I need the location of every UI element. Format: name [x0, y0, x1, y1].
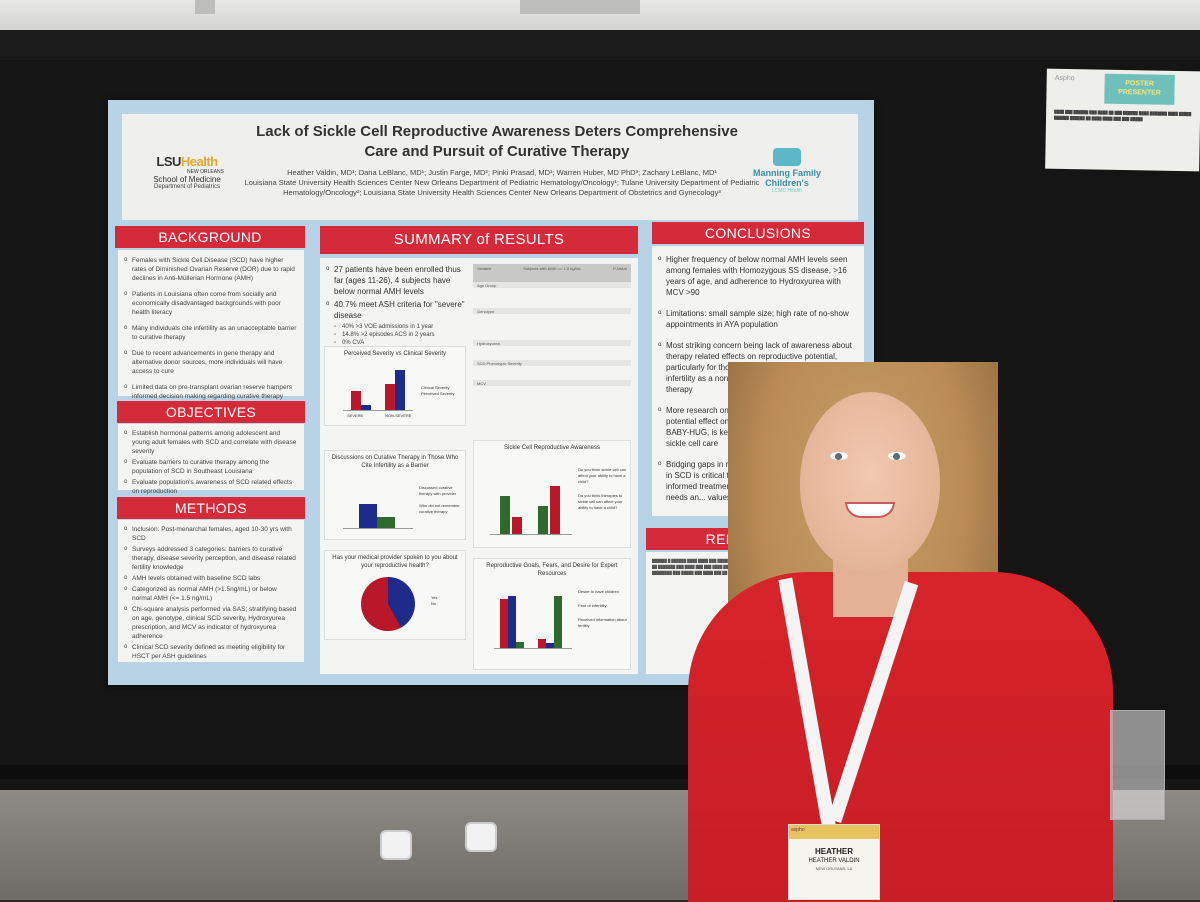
- background-heading: BACKGROUND: [115, 226, 305, 248]
- table-header: Variable Subjects with AMH <= 1.5 ng/mL …: [473, 264, 631, 282]
- badge-city: NEW ORLEANS, LA: [815, 866, 853, 871]
- chart-provider-pie: Has your medical provider spoken to you …: [324, 550, 466, 640]
- background-section: Females with Sickle Cell Disease (SCD) h…: [118, 250, 304, 400]
- results-section: 27 patients have been enrolled thus far …: [320, 258, 638, 674]
- manning-logo-icon: [773, 148, 801, 166]
- bar-not-remembered: [377, 517, 395, 528]
- bar-severe-perceived: [361, 405, 371, 410]
- manning-childrens-logo: Manning Family Children's LCMC Health: [742, 148, 832, 194]
- badge-first-name: HEATHER: [814, 847, 854, 856]
- chart-legend: Desire to have children Fear of infertil…: [578, 589, 627, 628]
- bar-nonsevere-clinical: [385, 384, 395, 410]
- smile: [845, 502, 895, 518]
- plot-area: [494, 587, 572, 649]
- table-row: Hydroxyurea: [473, 340, 631, 346]
- chart-legend: Discussed curative therapy with provider…: [419, 485, 460, 514]
- conclusions-heading: CONCLUSIONS: [652, 222, 864, 244]
- bar-no-therapy: [550, 485, 560, 534]
- bar-severe-clinical: [351, 391, 361, 410]
- bar-no-info: [554, 596, 562, 648]
- background-person-legs: [375, 800, 515, 890]
- plot-area: [490, 465, 572, 535]
- chart-perceived-severity: Perceived Severity vs Clinical Severity …: [324, 346, 466, 426]
- chart-reproductive-goals: Reproductive Goals, Fears, and Desire fo…: [473, 558, 631, 670]
- results-bullets: 27 patients have been enrolled thus far …: [326, 264, 471, 355]
- chart-curative-discussions: Discussions on Curative Therapy in Those…: [324, 450, 466, 540]
- results-table: Variable Subjects with AMH <= 1.5 ng/mL …: [473, 264, 631, 434]
- badge-event-strip: aspho: [789, 825, 879, 839]
- plot-area: [343, 479, 413, 529]
- ceiling: [0, 0, 1200, 35]
- notice-text: ████ ███ ██████ ███ ████ ██ ███ ██████ █…: [1053, 109, 1192, 122]
- poster-title: Lack of Sickle Cell Reproductive Awarene…: [256, 123, 738, 160]
- table-row: MCV: [473, 380, 631, 386]
- bar-no-desire: [538, 638, 546, 648]
- methods-section: Inclusion: Post-menarchal females, aged …: [118, 520, 304, 662]
- bar-yes-affect: [500, 496, 510, 534]
- presenter-face: [800, 392, 940, 572]
- table-row: [473, 326, 631, 332]
- chart-reproductive-awareness: Sickle Cell Reproductive Awareness Do yo…: [473, 440, 631, 548]
- bar-discussed: [359, 503, 377, 528]
- table-row: SCD Phenotypic Severity: [473, 360, 631, 366]
- table-row: Age Group: [473, 282, 631, 288]
- table-row: [473, 346, 631, 352]
- poster-presenter-notice: Aspho POSTER PRESENTER ████ ███ ██████ █…: [1045, 68, 1200, 172]
- plastic-bag: [1110, 710, 1165, 820]
- name-badge: aspho HEATHER HEATHER VALDIN NEW ORLEANS…: [788, 824, 880, 900]
- objectives-heading: OBJECTIVES: [117, 401, 305, 423]
- table-row: Genotype: [473, 308, 631, 314]
- ceiling-fixture: [195, 0, 215, 14]
- plot-area: [343, 363, 413, 411]
- bar-nonsevere-perceived: [395, 370, 405, 410]
- lsu-health-logo: LSUHealth NEW ORLEANS School of Medicine…: [153, 154, 224, 190]
- pie-chart: [361, 577, 415, 631]
- table-row: [473, 386, 631, 392]
- ceiling-vent: [520, 0, 640, 14]
- table-row: [473, 294, 631, 300]
- methods-heading: METHODS: [117, 497, 305, 519]
- eye: [830, 452, 848, 460]
- table-row: [473, 366, 631, 372]
- bar-yes-fear: [508, 596, 516, 648]
- poster-header: LSUHealth NEW ORLEANS School of Medicine…: [122, 114, 858, 220]
- poster-authors: Heather Valdin, MD¹; Dana LeBlanc, MD¹; …: [244, 168, 760, 197]
- shoe: [465, 822, 497, 852]
- poster-presenter-tag: POSTER PRESENTER: [1104, 73, 1175, 105]
- presenter: aspho HEATHER HEATHER VALDIN NEW ORLEANS…: [688, 362, 1128, 902]
- notice-brand: Aspho: [1054, 74, 1075, 83]
- eye: [888, 452, 906, 460]
- bar-yes-therapy: [512, 516, 522, 534]
- results-heading: SUMMARY of RESULTS: [320, 226, 638, 254]
- objectives-section: Establish hormonal patterns among adoles…: [118, 424, 304, 495]
- badge-full-name: HEATHER VALDIN: [808, 858, 860, 864]
- bar-no-fear: [546, 643, 554, 648]
- bar-no-affect: [538, 506, 548, 534]
- shoe: [380, 830, 412, 860]
- chart-legend: Clinical Severity Perceived Severity: [421, 385, 455, 396]
- chart-legend: Yes No: [431, 595, 438, 606]
- chart-legend: Do you think sickle cell can affect your…: [578, 467, 627, 510]
- bar-yes-info: [516, 641, 524, 648]
- bar-yes-desire: [500, 599, 508, 648]
